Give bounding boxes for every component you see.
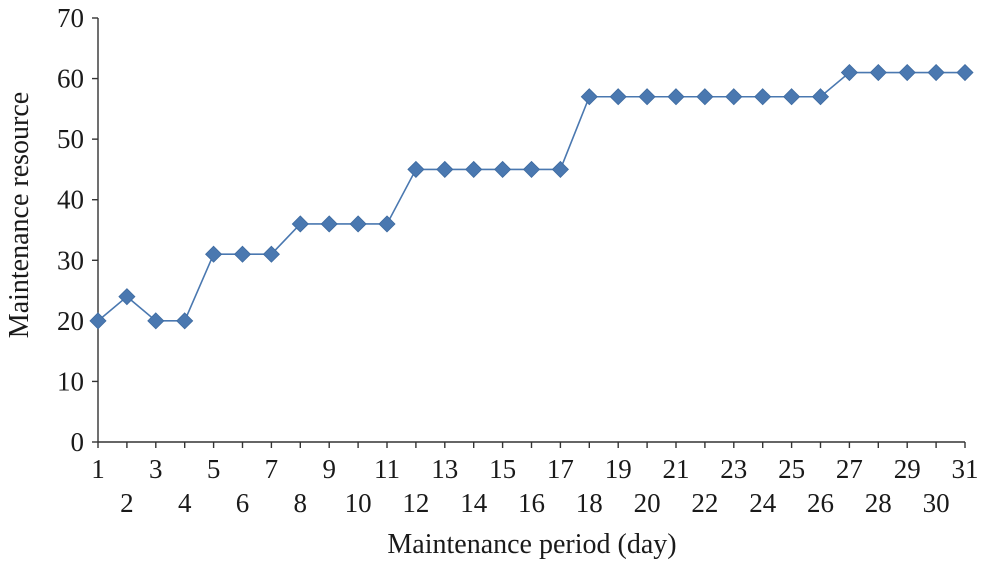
y-tick-label: 10 [57,366,84,396]
data-point-marker [89,312,107,330]
x-tick-label: 2 [120,488,134,518]
x-tick-label: 9 [322,454,336,484]
x-tick-label: 11 [374,454,400,484]
x-tick-label: 30 [923,488,950,518]
y-tick-group: 0 10 20 30 40 50 60 70 [57,3,98,457]
data-point-marker [667,88,685,106]
x-tick-label: 17 [547,454,574,484]
series-line [97,71,965,322]
data-point-marker [349,215,367,233]
y-tick-label: 30 [57,245,84,275]
data-point-marker [291,215,309,233]
x-tick-label: 6 [236,488,250,518]
x-tick-label: 16 [518,488,545,518]
y-tick-label: 0 [71,427,85,457]
x-tick-label: 10 [345,488,372,518]
y-axis-title: Maintenance resource [4,92,35,338]
data-point-marker [465,160,483,178]
x-tick-label: 18 [576,488,603,518]
y-tick-label: 60 [57,64,84,94]
data-point-marker [147,312,165,330]
data-point-marker [783,88,801,106]
x-tick-label: 25 [778,454,805,484]
x-tick-label: 14 [460,488,488,518]
x-tick-label: 19 [605,454,632,484]
x-tick-label: 21 [663,454,690,484]
data-point-marker [696,88,714,106]
data-point-marker [725,88,743,106]
data-point-marker [378,215,396,233]
data-point-marker [609,88,627,106]
x-tick-group: 1234567891011121314151617181920212223242… [91,442,979,518]
x-tick-label: 29 [894,454,921,484]
x-tick-label: 26 [807,488,834,518]
data-point-marker [956,63,974,82]
y-tick-label: 50 [57,124,84,154]
data-point-marker [407,160,425,178]
data-point-marker [233,245,252,263]
series-group [89,63,974,330]
data-point-marker [436,160,454,178]
data-point-marker [262,245,280,263]
y-tick-label: 40 [57,185,84,215]
data-point-marker [494,160,512,178]
x-tick-label: 28 [865,488,892,518]
data-point-marker [320,215,338,233]
x-tick-label: 15 [489,454,516,484]
data-point-marker [840,63,858,82]
x-tick-label: 23 [720,454,747,484]
x-tick-label: 8 [294,488,308,518]
x-tick-label: 1 [91,454,105,484]
y-tick-label: 20 [57,306,84,336]
data-point-marker [551,160,569,178]
data-point-marker [898,63,916,82]
data-point-marker [522,160,541,178]
data-point-marker [176,312,194,330]
x-tick-label: 27 [836,454,863,484]
data-point-marker [754,88,772,106]
x-tick-label: 24 [749,488,777,518]
x-axis-title: Maintenance period (day) [387,529,676,560]
x-tick-label: 22 [691,488,718,518]
x-tick-label: 4 [178,488,192,518]
data-point-marker [869,63,887,82]
x-tick-label: 7 [265,454,279,484]
x-tick-label: 13 [431,454,458,484]
y-tick-label: 70 [57,3,84,33]
data-point-marker [118,288,136,306]
data-point-marker [580,88,598,106]
x-tick-label: 5 [207,454,221,484]
data-point-marker [205,245,223,263]
data-point-marker [927,63,945,82]
x-tick-label: 20 [634,488,661,518]
x-tick-label: 31 [952,454,979,484]
x-tick-label: 3 [149,454,163,484]
data-point-marker [811,88,830,106]
x-tick-label: 12 [402,488,429,518]
data-point-marker [638,88,656,106]
